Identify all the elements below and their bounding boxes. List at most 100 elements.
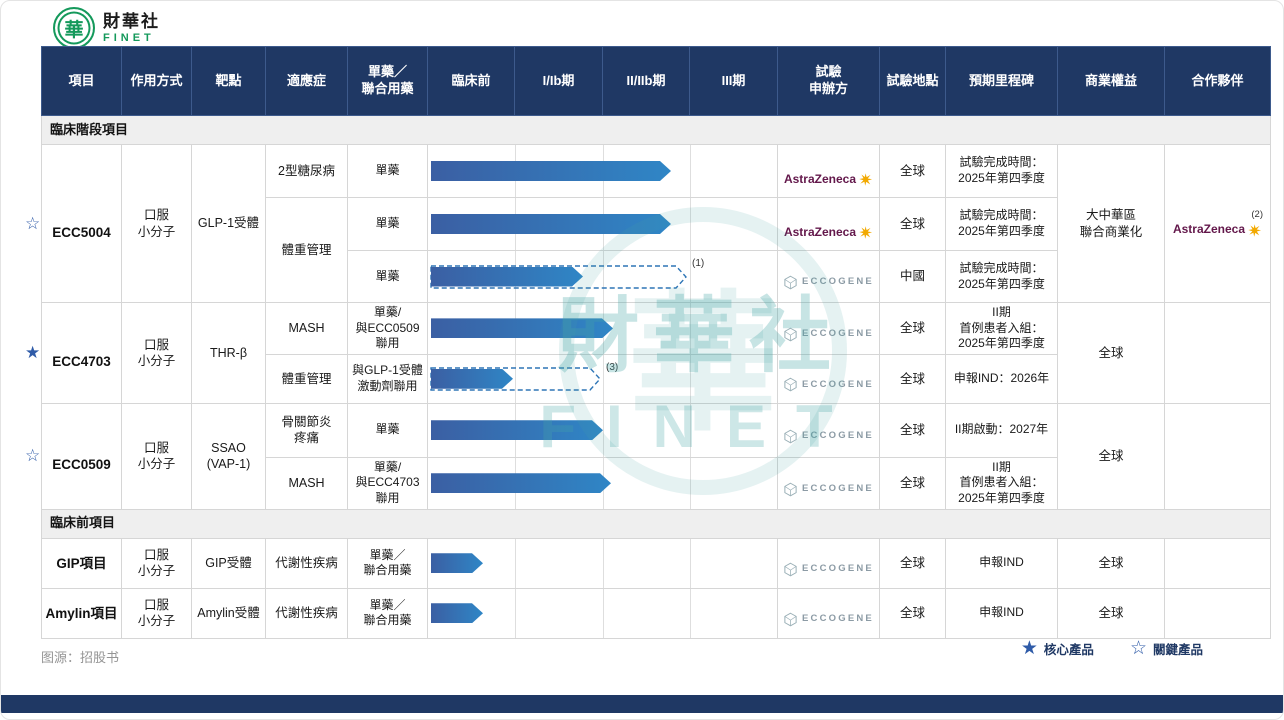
cell-sponsor: AstraZeneca: [777, 197, 880, 251]
row-gip: GIP項目 口服 小分子 GIP受體 代謝性疾病 單藥／ 聯合用藥 ECCOGE…: [41, 537, 1271, 589]
cell-rights: 全球: [1057, 537, 1165, 589]
pipeline-bar-solid: [431, 267, 583, 287]
eccogene-logo: ECCOGENE: [783, 377, 874, 392]
cell-regimen: 單藥: [347, 144, 428, 198]
eccogene-logo: ECCOGENE: [783, 482, 874, 497]
partner-astrazeneca: (2) AstraZeneca: [1168, 209, 1267, 238]
row-amylin: Amylin項目 口服 小分子 Amylin受體 代謝性疾病 單藥／ 聯合用藥 …: [41, 587, 1271, 639]
bar-footnote: (1): [692, 258, 705, 269]
finet-logo-icon: 華: [53, 7, 95, 49]
section-clinical: 臨床階段項目: [41, 115, 1271, 145]
project-ecc5004: ☆ ECC5004: [25, 144, 122, 303]
eccogene-hexagon-icon: [784, 482, 797, 497]
phase-bar-cell: [427, 302, 778, 355]
header-row: 項目 作用方式 靶點 適應症 單藥／ 聯合用藥 臨床前 I/Ib期 II/IIb…: [41, 46, 1271, 116]
astrazeneca-mark-icon: [1248, 223, 1262, 237]
phase-bar-cell: [427, 402, 778, 458]
pipeline-table: 項目 作用方式 靶點 適應症 單藥／ 聯合用藥 臨床前 I/Ib期 II/IIb…: [25, 46, 1271, 639]
cell-indication: 代謝性疾病: [265, 587, 348, 639]
col-sponsor: 試驗 申辦方: [777, 46, 880, 116]
eccogene-hexagon-icon: [784, 562, 797, 577]
logo-text: 財華社 FINET: [103, 12, 160, 44]
cell-sponsor: ECCOGENE: [777, 587, 880, 639]
cell-partner-empty: [1164, 587, 1271, 639]
cell-location: 全球: [879, 144, 946, 198]
col-phase3: III期: [689, 46, 778, 116]
eccogene-hexagon-icon: [784, 612, 797, 627]
cell-location: 全球: [879, 587, 946, 639]
cell-milestone: 申報IND: [945, 587, 1058, 639]
cell-milestone: 試驗完成時間： 2025年第四季度: [945, 144, 1058, 198]
cell-indication: MASH: [265, 302, 348, 355]
cell-mode: 口服 小分子: [121, 587, 192, 639]
col-target: 靶點: [191, 46, 266, 116]
col-preclinical: 臨床前: [427, 46, 515, 116]
cell-regimen: 與GLP-1受體 激動劑聯用: [347, 353, 428, 404]
eccogene-hexagon-icon: [784, 327, 797, 342]
pipeline-bar-solid: [431, 161, 671, 181]
phase-bar-cell: [427, 456, 778, 510]
cell-indication: 骨關節炎 疼痛: [265, 402, 348, 458]
logo-symbol: 華: [64, 19, 84, 41]
cell-regimen: 單藥／ 聯合用藥: [347, 587, 428, 639]
eccogene-logo: ECCOGENE: [783, 562, 874, 577]
cell-regimen: 單藥: [347, 250, 428, 303]
project-amylin: Amylin項目: [41, 587, 122, 639]
project-name: ECC0509: [52, 457, 111, 473]
col-regimen: 單藥／ 聯合用藥: [347, 46, 428, 116]
astrazeneca-logo: AstraZeneca: [784, 172, 873, 188]
cell-mode: 口服 小分子: [121, 402, 192, 510]
cell-sponsor: ECCOGENE: [777, 537, 880, 589]
col-milestone: 預期里程碑: [945, 46, 1058, 116]
cell-mode: 口服 小分子: [121, 537, 192, 589]
cell-regimen: 單藥/ 與ECC4703 聯用: [347, 456, 428, 510]
row-ecc0509-oa: ☆ ECC0509 口服 小分子 SSAO (VAP-1) 骨關節炎 疼痛 單藥 …: [25, 402, 1271, 510]
key-product-star-icon: ☆: [25, 213, 41, 233]
col-indication: 適應症: [265, 46, 348, 116]
cell-sponsor: ECCOGENE: [777, 402, 880, 458]
cell-target: GIP受體: [191, 537, 266, 589]
project-ecc0509: ☆ ECC0509: [25, 402, 122, 510]
cell-location: 全球: [879, 402, 946, 458]
eccogene-hexagon-icon: [784, 275, 797, 290]
cell-target: Amylin受體: [191, 587, 266, 639]
cell-milestone: 試驗完成時間： 2025年第四季度: [945, 197, 1058, 251]
cell-indication: 體重管理: [265, 353, 348, 404]
cell-milestone: 申報IND：2026年: [945, 353, 1058, 404]
col-location: 試驗地點: [879, 46, 946, 116]
pipeline-bar-solid: [431, 553, 483, 573]
pipeline-bar-solid: [431, 214, 671, 234]
cell-location: 全球: [879, 456, 946, 510]
col-phase2: II/IIb期: [602, 46, 690, 116]
core-product-star-icon: ★: [25, 342, 41, 362]
cell-partner: (2) AstraZeneca: [1164, 144, 1271, 303]
cell-sponsor: AstraZeneca: [777, 144, 880, 198]
cell-rights: 全球: [1057, 587, 1165, 639]
cell-target: SSAO (VAP-1): [191, 402, 266, 510]
phase-bar-cell: [427, 197, 778, 251]
eccogene-logo: ECCOGENE: [783, 275, 874, 290]
section-preclinical: 臨床前項目: [41, 508, 1271, 539]
cell-sponsor: ECCOGENE: [777, 250, 880, 303]
cell-location: 全球: [879, 353, 946, 404]
pipeline-bar-solid: [431, 603, 483, 623]
pipeline-table-wrap: 項目 作用方式 靶點 適應症 單藥／ 聯合用藥 臨床前 I/Ib期 II/IIb…: [25, 46, 1271, 639]
row-ecc5004-weight-az: 體重管理 單藥 AstraZeneca 全球 試驗完成時間： 2025年第四季度: [42, 197, 1271, 303]
pipeline-bar-planned: [430, 367, 601, 391]
cell-location: 全球: [879, 537, 946, 589]
cell-regimen: 單藥: [347, 197, 428, 251]
col-rights: 商業權益: [1057, 46, 1165, 116]
legend-key-label: 關鍵產品: [1152, 643, 1203, 657]
astrazeneca-mark-icon: [859, 173, 873, 186]
cell-location: 全球: [879, 302, 946, 355]
legend: ★ 核心產品 ☆ 關鍵產品: [1021, 637, 1203, 660]
cell-milestone: 申報IND: [945, 537, 1058, 589]
phase-bar-cell: [427, 537, 778, 589]
astrazeneca-mark-icon: [859, 226, 873, 239]
cell-location: 中國: [879, 250, 946, 303]
pipeline-bar-solid: [431, 369, 513, 389]
col-partner: 合作夥伴: [1164, 46, 1271, 116]
phase-bar-cell: (1): [427, 250, 778, 303]
row-ecc0509-mash: MASH 單藥/ 與ECC4703 聯用 ECCOGENE 全球 II期 首例患…: [42, 456, 1271, 510]
